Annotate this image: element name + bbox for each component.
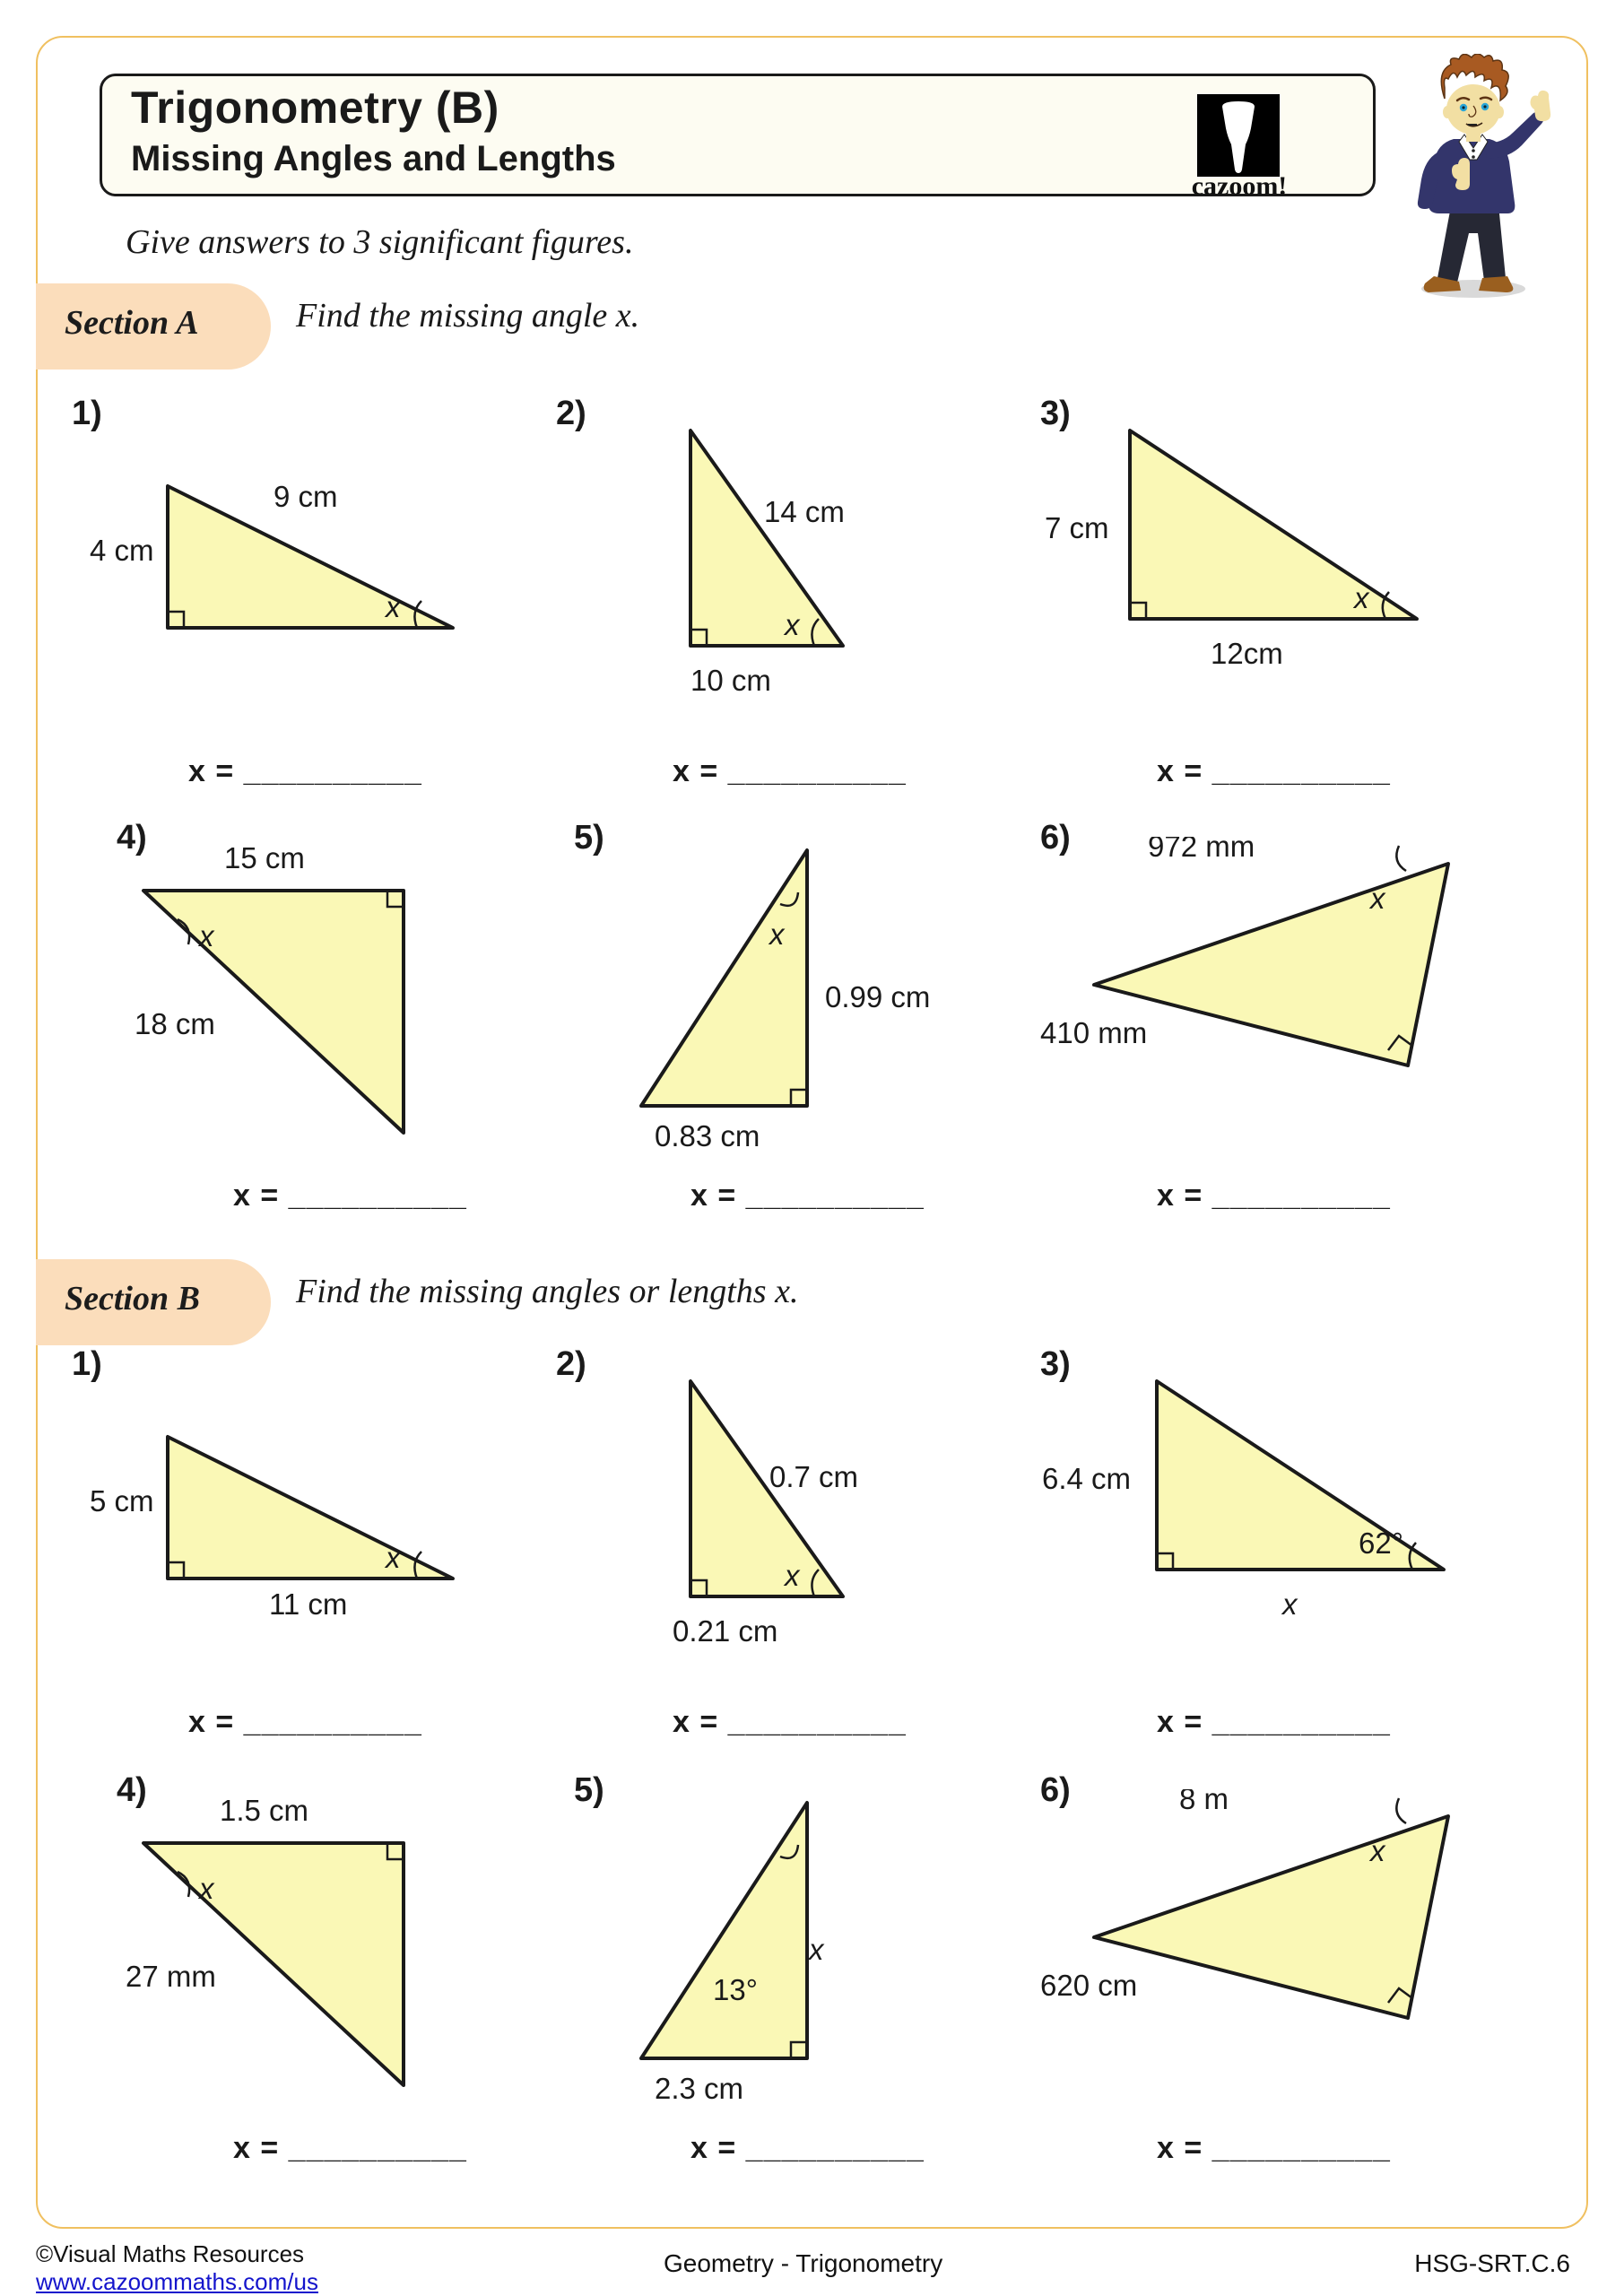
svg-text:x: x: [1368, 1834, 1386, 1867]
svg-text:0.83 cm: 0.83 cm: [655, 1119, 760, 1152]
svg-text:x: x: [783, 1559, 801, 1592]
svg-text:15 cm: 15 cm: [224, 841, 305, 874]
svg-text:0.99 cm: 0.99 cm: [825, 980, 930, 1013]
svg-text:x: x: [1368, 882, 1386, 915]
svg-text:13°: 13°: [713, 1973, 758, 2006]
svg-text:410 mm: 410 mm: [1040, 1016, 1147, 1049]
svg-text:0.7 cm: 0.7 cm: [769, 1460, 858, 1493]
svg-text:1.5 cm: 1.5 cm: [220, 1794, 308, 1827]
svg-text:2.3 cm: 2.3 cm: [655, 2072, 743, 2105]
svg-text:7 cm: 7 cm: [1045, 511, 1109, 544]
svg-text:x: x: [1352, 581, 1370, 614]
svg-text:9 cm: 9 cm: [274, 480, 338, 513]
svg-text:11 cm: 11 cm: [269, 1587, 347, 1621]
svg-text:x: x: [783, 608, 801, 641]
svg-text:x: x: [1281, 1587, 1298, 1621]
svg-text:18 cm: 18 cm: [135, 1007, 215, 1040]
svg-text:x: x: [768, 918, 786, 951]
svg-text:62°: 62°: [1359, 1526, 1403, 1560]
svg-text:x: x: [384, 1541, 402, 1574]
svg-text:x: x: [807, 1933, 825, 1966]
svg-text:6.4 cm: 6.4 cm: [1042, 1462, 1131, 1495]
svg-text:0.21 cm: 0.21 cm: [673, 1614, 777, 1648]
svg-text:8 m: 8 m: [1179, 1789, 1229, 1815]
svg-text:x: x: [197, 919, 215, 952]
svg-text:4 cm: 4 cm: [90, 534, 154, 567]
svg-text:620 cm: 620 cm: [1040, 1969, 1137, 2002]
svg-text:10 cm: 10 cm: [690, 664, 771, 697]
svg-text:27 mm: 27 mm: [126, 1960, 216, 1993]
svg-text:x: x: [384, 590, 402, 623]
svg-text:x: x: [197, 1872, 215, 1905]
svg-text:972 mm: 972 mm: [1148, 837, 1255, 863]
svg-text:5 cm: 5 cm: [90, 1484, 154, 1518]
svg-text:12cm: 12cm: [1211, 637, 1283, 670]
svg-text:14 cm: 14 cm: [764, 495, 845, 528]
